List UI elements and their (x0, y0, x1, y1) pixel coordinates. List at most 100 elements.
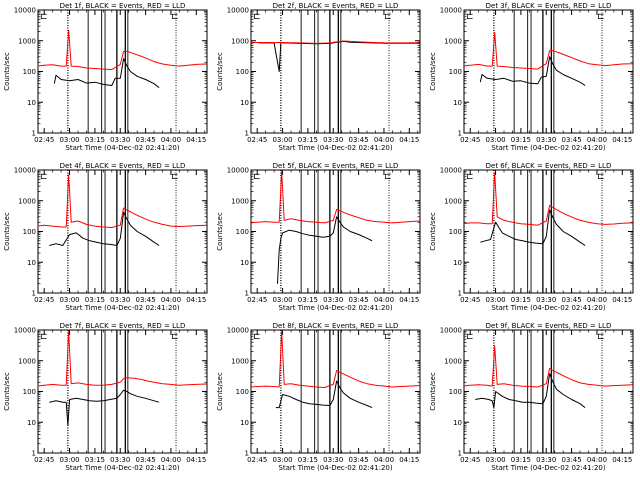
y-tick-label: 1 (245, 450, 249, 458)
y-tick-label: 1 (245, 130, 249, 138)
y-tick-label: 1000 (231, 197, 249, 205)
events-series-line (475, 373, 586, 409)
series-group (38, 330, 207, 426)
y-tick-label: 1000 (231, 37, 249, 45)
panel-title: Det 4f, BLACK = Events, RED = LLD (60, 162, 186, 170)
corner-mark-right: ⊏ (171, 332, 179, 342)
y-tick-label: 1 (458, 450, 462, 458)
panel-title: Det 7f, BLACK = Events, RED = LLD (60, 322, 186, 330)
plot-frame (463, 9, 634, 134)
y-tick-label: 1000 (18, 37, 36, 45)
lld-series-line (251, 330, 420, 388)
corner-mark-left: ⊏ (253, 12, 261, 22)
x-tick-label: 03:15 (85, 456, 105, 464)
y-tick-label: 1000 (444, 37, 462, 45)
y-tick-label: 10000 (227, 7, 249, 15)
series-group (464, 172, 633, 246)
y-tick-label: 1 (32, 290, 36, 298)
panel-7: Det 7f, BLACK = Events, RED = LLD 1 10 100 1… (3, 322, 208, 472)
x-tick-label: 04:15 (399, 296, 419, 304)
events-series-line (53, 58, 160, 88)
x-tick-label: 04:00 (161, 136, 181, 144)
y-tick-label: 10000 (227, 327, 249, 335)
y-tick-label: 1000 (18, 357, 36, 365)
corner-mark-right: ⊏ (597, 332, 605, 342)
x-tick-label: 03:00 (485, 136, 505, 144)
corner-mark-left: ⊏ (40, 12, 48, 22)
x-tick-label: 04:15 (186, 296, 206, 304)
x-tick-label: 03:45 (136, 456, 156, 464)
y-tick-label: 10 (27, 419, 36, 427)
corner-mark-left: ⊏ (466, 332, 474, 342)
series-group (464, 345, 633, 409)
y-tick-label: 10000 (14, 7, 36, 15)
y-tick-label: 10 (240, 259, 249, 267)
x-tick-label: 03:15 (298, 136, 318, 144)
y-tick-label: 100 (23, 228, 36, 236)
x-tick-label: 03:30 (323, 136, 343, 144)
x-tick-label: 03:45 (136, 136, 156, 144)
y-tick-label: 10 (240, 419, 249, 427)
panel-5: Det 5f, BLACK = Events, RED = LLD 1 10 100 1… (216, 162, 421, 312)
y-axis-label: Counts/sec (3, 372, 11, 411)
y-tick-label: 10000 (14, 167, 36, 175)
y-axis-label: Counts/sec (216, 212, 224, 251)
corner-mark-left: ⊏ (253, 172, 261, 182)
x-tick-label: 02:45 (247, 456, 267, 464)
x-tick-label: 03:00 (59, 136, 79, 144)
x-tick-label: 03:45 (349, 456, 369, 464)
x-tick-label: 03:15 (85, 296, 105, 304)
events-series-line (480, 209, 586, 246)
y-tick-label: 1000 (444, 357, 462, 365)
x-tick-label: 02:45 (34, 456, 54, 464)
series-group (251, 40, 420, 72)
x-tick-label: 03:30 (110, 296, 130, 304)
x-axis-label: Start Time (04-Dec-02 02:41:20) (278, 144, 392, 152)
y-tick-label: 1000 (18, 197, 36, 205)
panel-title: Det 6f, BLACK = Events, RED = LLD (486, 162, 612, 170)
panel-6: Det 6f, BLACK = Events, RED = LLD 1 10 100 1… (429, 162, 634, 312)
lld-series-line (464, 172, 633, 226)
x-tick-label: 04:15 (399, 456, 419, 464)
y-tick-label: 10000 (440, 7, 462, 15)
y-tick-label: 10 (240, 99, 249, 107)
series-group (38, 29, 207, 88)
corner-mark-left: ⊏ (40, 332, 48, 342)
corner-mark-right: ⊏ (171, 172, 179, 182)
panel-title: Det 3f, BLACK = Events, RED = LLD (486, 2, 612, 10)
y-axis-label: Counts/sec (429, 52, 437, 91)
y-axis-label: Counts/sec (429, 212, 437, 251)
x-axis-label: Start Time (04-Dec-02 02:41:20) (65, 304, 179, 312)
x-tick-label: 03:30 (536, 136, 556, 144)
x-tick-label: 03:30 (536, 456, 556, 464)
x-tick-label: 03:00 (272, 296, 292, 304)
x-axis-label: Start Time (04-Dec-02 02:41:20) (278, 464, 392, 472)
panel-8: Det 8f, BLACK = Events, RED = LLD 1 10 100 1… (216, 322, 421, 472)
corner-mark-right: ⊏ (171, 12, 179, 22)
x-axis-label: Start Time (04-Dec-02 02:41:20) (491, 304, 605, 312)
panel-title: Det 1f, BLACK = Events, RED = LLD (60, 2, 186, 10)
corner-mark-right: ⊏ (384, 12, 392, 22)
x-tick-label: 03:15 (298, 456, 318, 464)
plot-frame (37, 169, 208, 294)
x-tick-label: 04:15 (612, 136, 632, 144)
x-axis-label: Start Time (04-Dec-02 02:41:20) (278, 304, 392, 312)
lld-series-line (38, 174, 207, 228)
x-tick-label: 03:45 (136, 296, 156, 304)
corner-mark-right: ⊏ (384, 332, 392, 342)
y-tick-label: 100 (449, 68, 462, 76)
x-tick-label: 03:30 (323, 296, 343, 304)
y-axis-label: Counts/sec (216, 52, 224, 91)
x-tick-label: 03:15 (298, 296, 318, 304)
x-tick-label: 02:45 (34, 136, 54, 144)
events-series-line (49, 389, 160, 426)
y-axis-label: Counts/sec (3, 212, 11, 251)
lld-series-line (251, 40, 420, 44)
x-tick-label: 03:45 (349, 296, 369, 304)
panel-title: Det 9f, BLACK = Events, RED = LLD (486, 322, 612, 330)
x-axis-label: Start Time (04-Dec-02 02:41:20) (491, 464, 605, 472)
y-tick-label: 10 (453, 99, 462, 107)
x-tick-label: 04:00 (374, 456, 394, 464)
x-tick-label: 04:15 (186, 456, 206, 464)
